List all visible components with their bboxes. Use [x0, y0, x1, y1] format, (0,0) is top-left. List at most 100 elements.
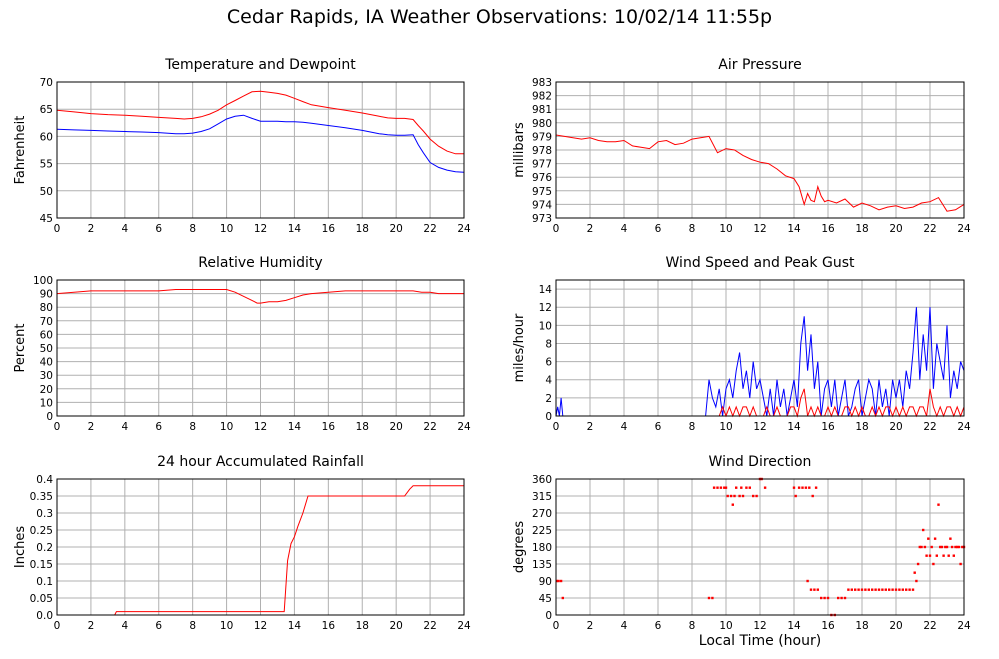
y-tick-label: 10 — [539, 320, 552, 332]
data-point — [794, 494, 797, 498]
data-point — [928, 554, 932, 557]
y-tick-label: 55 — [40, 159, 53, 171]
x-tick-label: 22 — [923, 620, 936, 632]
data-point — [557, 579, 560, 583]
x-tick-label: 14 — [288, 421, 302, 433]
x-tick-label: 18 — [855, 620, 868, 632]
data-point — [920, 545, 923, 549]
y-tick-label: 100 — [33, 275, 53, 287]
data-point — [925, 554, 928, 557]
y-tick-label: 0.0 — [36, 610, 53, 622]
x-tick-label: 8 — [189, 620, 196, 632]
x-tick-label: 14 — [787, 421, 801, 433]
data-point — [826, 596, 830, 600]
data-point — [797, 486, 801, 489]
y-axis-label: Inches — [13, 526, 28, 568]
x-tick-label: 4 — [621, 421, 628, 433]
x-tick-label: 0 — [54, 620, 61, 632]
data-point — [731, 503, 734, 506]
data-point — [816, 588, 819, 591]
data-point — [916, 562, 920, 566]
y-tick-label: 45 — [40, 213, 53, 225]
data-point — [814, 486, 818, 489]
x-tick-label: 4 — [121, 620, 128, 632]
y-tick-label: 0.4 — [36, 474, 53, 486]
x-tick-label: 24 — [957, 620, 971, 632]
data-point — [954, 545, 957, 549]
y-tick-label: 90 — [539, 576, 552, 588]
x-tick-label: 16 — [821, 421, 835, 433]
data-point — [950, 545, 954, 549]
x-tick-label: 6 — [155, 223, 162, 235]
series-line-1 — [700, 388, 965, 418]
plot-frame — [56, 279, 465, 417]
x-tick-label: 8 — [689, 223, 696, 235]
x-tick-label: 20 — [389, 223, 402, 235]
data-point — [905, 588, 908, 591]
y-tick-label: 980 — [532, 118, 552, 130]
x-tick-label: 4 — [121, 223, 128, 235]
data-point — [741, 494, 745, 498]
data-point — [898, 588, 901, 591]
x-tick-label: 2 — [88, 421, 95, 433]
data-point — [915, 579, 918, 583]
series-line-0 — [56, 289, 464, 304]
plot-frame — [555, 478, 965, 616]
data-point — [804, 486, 808, 489]
x-tick-label: 0 — [54, 421, 61, 433]
x-tick-label: 24 — [957, 223, 971, 235]
x-tick-label: 14 — [288, 223, 302, 235]
data-point — [823, 596, 826, 600]
data-point — [894, 588, 898, 591]
x-tick-label: 12 — [753, 223, 766, 235]
x-tick-label: 20 — [389, 421, 402, 433]
x-tick-label: 22 — [423, 620, 436, 632]
y-tick-label: 0.35 — [30, 491, 53, 503]
data-point — [933, 537, 937, 540]
x-tick-label: 8 — [689, 620, 696, 632]
plot-frame — [56, 81, 465, 219]
data-point — [935, 554, 938, 557]
data-point — [850, 588, 853, 591]
y-tick-label: 50 — [40, 343, 53, 355]
y-tick-label: 0.25 — [30, 525, 53, 537]
x-tick-label: 2 — [587, 421, 594, 433]
y-tick-label: 135 — [532, 559, 552, 571]
series-line-0 — [57, 485, 464, 616]
x-tick-label: 8 — [689, 421, 696, 433]
data-point — [712, 486, 716, 489]
data-point — [806, 579, 809, 583]
y-axis-label: miles/hour — [512, 313, 527, 382]
y-axis-label: millibars — [512, 122, 527, 178]
data-point — [792, 486, 796, 489]
y-tick-label: 20 — [40, 384, 53, 396]
x-tick-label: 10 — [719, 223, 732, 235]
y-tick-label: 90 — [40, 289, 53, 301]
data-point — [740, 486, 743, 489]
y-tick-label: 982 — [532, 91, 552, 103]
y-tick-label: 360 — [532, 474, 552, 486]
data-point — [726, 494, 729, 498]
x-tick-label: 18 — [855, 421, 868, 433]
data-point — [949, 537, 952, 540]
y-tick-label: 30 — [40, 370, 53, 382]
x-tick-label: 22 — [923, 421, 936, 433]
x-tick-label: 0 — [553, 620, 560, 632]
data-point — [738, 494, 741, 498]
x-tick-label: 0 — [553, 223, 560, 235]
x-tick-label: 22 — [423, 421, 436, 433]
data-point — [913, 571, 916, 574]
y-tick-label: 977 — [532, 159, 552, 171]
chart-title: Relative Humidity — [198, 255, 322, 271]
x-tick-label: 12 — [254, 223, 267, 235]
y-tick-label: 14 — [539, 284, 553, 296]
y-tick-label: 976 — [532, 172, 552, 184]
x-tick-label: 2 — [88, 223, 95, 235]
y-tick-label: 50 — [40, 186, 53, 198]
data-point — [922, 528, 925, 532]
data-point — [901, 588, 904, 591]
x-tick-label: 12 — [753, 620, 766, 632]
data-point — [956, 545, 959, 549]
